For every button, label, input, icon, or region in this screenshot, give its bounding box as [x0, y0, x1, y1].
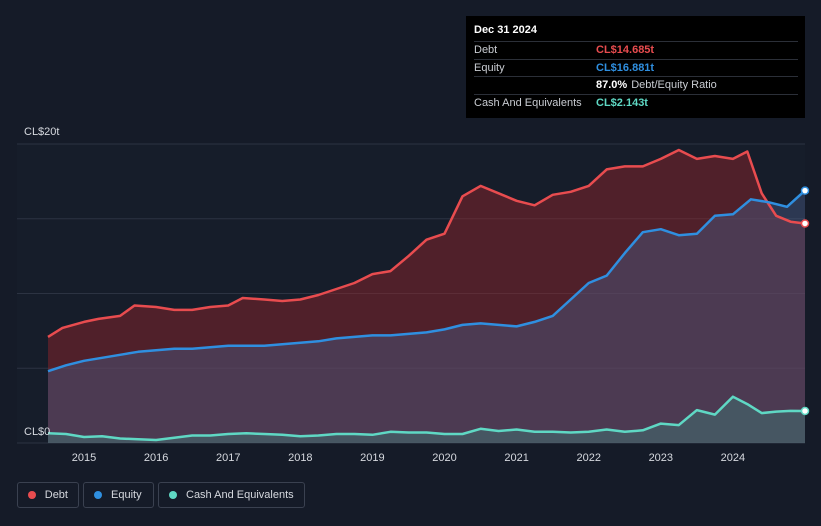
series-lines	[47, 148, 806, 442]
tooltip-value: CL$2.143t	[596, 96, 648, 109]
cash-and-equivalents-line	[47, 395, 806, 442]
x-tick-label: 2017	[216, 452, 240, 464]
tooltip-value: CL$14.685t	[596, 44, 655, 57]
legend-dot-icon	[169, 491, 177, 499]
tooltip-label: Cash And Equivalents	[474, 96, 582, 109]
legend-item-debt[interactable]: Debt	[17, 482, 79, 508]
legend-dot-icon	[28, 491, 36, 499]
y-axis-top-label: CL$20t	[24, 126, 60, 138]
equity-end-marker	[800, 186, 810, 195]
x-tick-label: 2020	[432, 452, 456, 464]
debt-end-marker	[800, 219, 810, 228]
tooltip-ratio-label: Debt/Equity Ratio	[631, 79, 717, 92]
x-tick-label: 2018	[288, 452, 312, 464]
tooltip-row-ratio: 87.0% Debt/Equity Ratio	[474, 76, 798, 94]
tooltip-date: Dec 31 2024	[474, 24, 537, 36]
legend-dot-icon	[94, 491, 102, 499]
tooltip-row-debt: Debt CL$14.685t	[474, 41, 798, 59]
legend-item-equity[interactable]: Equity	[83, 482, 154, 508]
cash-and-equivalents-end-marker	[800, 406, 810, 416]
debt-line	[47, 148, 806, 338]
tooltip-value: CL$16.881t	[596, 61, 655, 74]
grid-lines	[17, 143, 805, 444]
tooltip-panel: Dec 31 2024 Debt CL$14.685t Equity CL$16…	[466, 16, 805, 118]
x-tick-label: 2015	[72, 452, 96, 464]
legend-label: Debt	[44, 489, 68, 501]
tooltip-label: Equity	[474, 61, 505, 74]
end-markers	[800, 186, 810, 416]
equity-area	[48, 190, 805, 443]
legend-item-cash[interactable]: Cash And Equivalents	[158, 482, 305, 508]
x-tick-label: 2022	[576, 452, 600, 464]
y-axis-bottom-label: CL$0	[24, 426, 51, 438]
tooltip-value: 87.0%	[596, 79, 628, 92]
x-tick-label: 2019	[360, 452, 384, 464]
x-tick-label: 2023	[649, 452, 673, 464]
legend-label: Cash And Equivalents	[186, 489, 294, 501]
legend-label: Equity	[111, 489, 142, 501]
equity-line	[47, 189, 806, 373]
x-axis-ticks: 2015 2016 2017 2018 2019 2020 2021 2022 2023 2024	[72, 452, 745, 464]
debt-area	[48, 150, 805, 443]
tooltip-label: Debt	[474, 44, 498, 57]
legend: Debt Equity Cash And Equivalents	[17, 482, 305, 508]
x-tick-label: 2016	[144, 452, 168, 464]
x-tick-label: 2024	[721, 452, 745, 464]
tooltip-row-equity: Equity CL$16.881t	[474, 58, 798, 77]
x-tick-label: 2021	[504, 452, 528, 464]
tooltip-row-cash: Cash And Equivalents CL$2.143t	[474, 93, 798, 112]
